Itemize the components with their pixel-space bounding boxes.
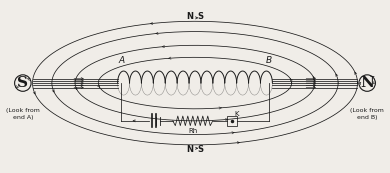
Text: K: K — [234, 111, 239, 117]
Text: Rh: Rh — [188, 128, 197, 134]
Text: S: S — [17, 76, 28, 90]
Text: N: N — [186, 145, 193, 154]
Text: A: A — [118, 56, 124, 65]
Text: B: B — [266, 56, 272, 65]
Bar — [227, 116, 237, 126]
Text: N: N — [360, 76, 374, 90]
Text: S: S — [197, 145, 203, 154]
Text: (Look from
end A): (Look from end A) — [6, 108, 40, 120]
Text: N: N — [186, 12, 193, 21]
Text: (Look from
end B): (Look from end B) — [350, 108, 384, 120]
Text: S: S — [197, 12, 203, 21]
